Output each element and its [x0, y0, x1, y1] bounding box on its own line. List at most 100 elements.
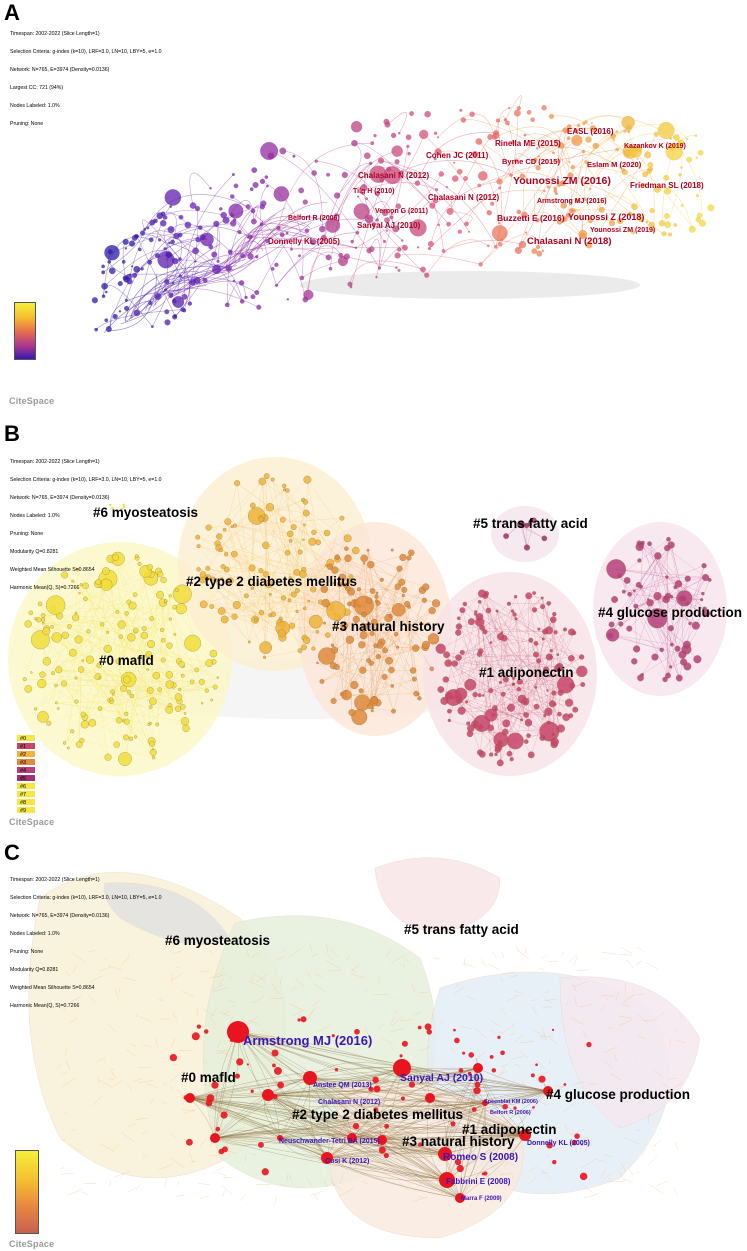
node-label: Cohen JC (2011) [426, 151, 489, 160]
panel-a-label: A [4, 0, 20, 25]
legend-item: #5 [16, 774, 36, 782]
node-label: Chalasani N (2012) [428, 193, 500, 202]
cluster-label: #6 myosteatosis [165, 933, 271, 948]
meta-line: Harmonic Mean(Q, S)=0.7266 [10, 585, 80, 591]
panel-b-label: B [4, 421, 20, 446]
cluster-label: #2 type 2 diabetes mellitus [292, 1107, 464, 1122]
cluster-label: #4 glucose production [598, 605, 743, 620]
legend-item: #7 [16, 790, 36, 798]
node-label: Neuschwander-Tetri BA (2015) [279, 1138, 380, 1145]
meta-line: Weighted Mean Silhouette S=0.8654 [10, 567, 95, 573]
panel-c-label: C [4, 840, 20, 865]
node-label: Younossi Z (2018) [568, 212, 645, 222]
panel-a-meta: Timespan: 2002-2022 (Slice Length=1) Sel… [10, 19, 162, 139]
node-label: Kazankov K (2019) [624, 143, 686, 150]
node-label: Sanyal AJ (2010) [357, 221, 421, 230]
network-nodes [91, 105, 715, 333]
node-label: Belfort R (2006) [288, 215, 340, 222]
meta-line: Nodes Labeled: 1.0% [10, 513, 60, 519]
network-edges [56, 942, 687, 1206]
cluster-label: #1 adiponectin [479, 665, 574, 680]
meta-line: Timespan: 2002-2022 (Slice Length=1) [10, 877, 100, 883]
node-label: Vernon G (2011) [375, 208, 428, 215]
panel-c-meta: Timespan: 2002-2022 (Slice Length=1) Sel… [10, 865, 162, 1021]
meta-line: Network: N=765, E=3974 (Density=0.0136) [10, 913, 110, 919]
cluster-label: #1 adiponectin [462, 1122, 557, 1137]
node-label: Tilg H (2010) [353, 188, 395, 195]
node-label: Romeo S (2008) [443, 1152, 519, 1163]
legend-item: #9 [16, 806, 36, 814]
timeline-color-legend [14, 302, 36, 360]
citespace-logo: CiteSpace [9, 817, 55, 827]
panel-c: C Timespan: 2002-2022 (Slice Length=1) S… [0, 838, 747, 1251]
meta-line: Modularity Q=0.8281 [10, 549, 59, 555]
legend-item: #6 [16, 782, 36, 790]
node-label: Eslam M (2020) [587, 160, 642, 169]
burst-network-c [28, 857, 701, 1239]
legend-item: #1 [16, 742, 36, 750]
cluster-label: #5 trans fatty acid [473, 516, 588, 531]
node-label: Buzzetti E (2016) [497, 213, 565, 223]
meta-line: Pruning: None [10, 949, 44, 955]
node-label: Fabbrini E (2008) [446, 1177, 511, 1186]
cluster-hulls [28, 857, 701, 1239]
panel-b-meta: Timespan: 2002-2022 (Slice Length=1) Sel… [10, 447, 162, 603]
node-label: Belfort R (2006) [490, 1110, 531, 1116]
node-label: Byrne CD (2015) [502, 157, 560, 166]
node-label: Armstrong MJ (2016) [243, 1033, 373, 1048]
cluster-color-legend: #0 #1 #2 #3 #4 #5 #6 #7 #8 #9 [16, 734, 36, 814]
meta-line: Selection Criteria: g-index (k=10), LRF=… [10, 895, 162, 901]
meta-line: Harmonic Mean(Q, S)=0.7266 [10, 1003, 80, 1009]
meta-line: Network: N=765, E=3974 (Density=0.0136) [10, 67, 110, 73]
timeline-color-legend [15, 1150, 39, 1234]
cluster-label: #5 trans fatty acid [404, 922, 519, 937]
cluster-label: #3 natural history [402, 1134, 515, 1149]
meta-line: Selection Criteria: g-index (k=10), LRF=… [10, 477, 162, 483]
node-label: Chalasani N (2012) [358, 171, 430, 180]
meta-line: Timespan: 2002-2022 (Slice Length=1) [10, 459, 100, 465]
meta-line: Largest CC: 721 (94%) [10, 85, 64, 91]
meta-line: Nodes Labeled: 1.0% [10, 103, 60, 109]
citespace-logo: CiteSpace [9, 396, 55, 406]
node-label: Sanyal AJ (2010) [400, 1072, 484, 1084]
legend-item: #8 [16, 798, 36, 806]
node-label: Younossi ZM (2019) [590, 227, 656, 234]
node-label: EASL (2016) [567, 127, 614, 136]
legend-item: #0 [16, 734, 36, 742]
cluster-label: #0 mafld [181, 1070, 236, 1085]
node-label: Marra F (2009) [461, 1196, 502, 1202]
cluster-label: #6 myosteatosis [93, 505, 199, 520]
meta-line: Modularity Q=0.8281 [10, 967, 59, 973]
node-label: Armstrong MJ (2016) [537, 198, 607, 205]
node-label: Donnelly KL (2005) [527, 1140, 590, 1147]
meta-line: Pruning: None [10, 531, 44, 537]
cluster-label: #2 type 2 diabetes mellitus [186, 574, 358, 589]
node-label: Chalasani N (2018) [527, 236, 612, 247]
legend-item: #3 [16, 758, 36, 766]
legend-item: #4 [16, 766, 36, 774]
node-label: Rinella ME (2015) [495, 139, 561, 148]
meta-line: Weighted Mean Silhouette S=0.8654 [10, 985, 95, 991]
meta-line: Selection Criteria: g-index (k=10), LRF=… [10, 49, 162, 55]
panel-b: B Timespan: 2002-2022 (Slice Length=1) S… [0, 419, 747, 830]
node-label: Friedman SL (2018) [630, 181, 704, 190]
legend-item: #2 [16, 750, 36, 758]
cluster-label: #0 mafld [99, 653, 154, 668]
node-label: Donnelly KL (2005) [268, 237, 340, 246]
meta-line: Network: N=765, E=3974 (Density=0.0136) [10, 495, 110, 501]
burst-nodes [169, 1016, 592, 1203]
cluster-network-b [8, 457, 727, 776]
cluster-label: #4 glucose production [546, 1087, 691, 1102]
panel-a: A Timespan: 2002-2022 (Slice Length=1) S… [0, 0, 747, 415]
cluster-label: #3 natural history [332, 619, 445, 634]
node-label: Cusi K (2012) [325, 1158, 370, 1165]
network-nodes [22, 473, 712, 767]
meta-line: Pruning: None [10, 121, 44, 127]
meta-line: Timespan: 2002-2022 (Slice Length=1) [10, 31, 100, 37]
node-label: Anstee QM (2013) [313, 1082, 372, 1089]
meta-line: Nodes Labeled: 1.0% [10, 931, 60, 937]
node-label: Speenblat KM (2006) [484, 1099, 538, 1105]
citespace-logo: CiteSpace [9, 1239, 55, 1249]
cocitation-network-a [91, 95, 715, 334]
node-label: Younossi ZM (2016) [513, 175, 611, 187]
